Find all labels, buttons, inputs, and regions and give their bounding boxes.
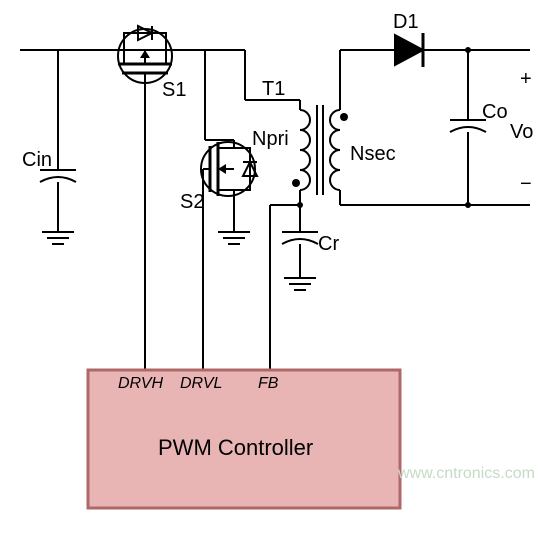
vo-minus: − [520, 173, 532, 195]
pin-fb: FB [258, 375, 279, 392]
s2 [201, 140, 257, 370]
pin-drvh: DRVH [118, 375, 163, 392]
pin-drvl: DRVL [180, 375, 222, 392]
flyback-schematic: Cin S1 [0, 0, 550, 534]
nsec-label: Nsec [350, 143, 396, 165]
co [450, 120, 486, 132]
cin-label: Cin [22, 149, 52, 171]
watermark: www.cntronics.com [397, 465, 535, 482]
pwm-controller-label: PWM Controller [158, 435, 313, 460]
co-label: Co [482, 101, 508, 123]
vo-plus: + [520, 68, 532, 90]
npri-label: Npri [252, 128, 289, 150]
cin [40, 170, 76, 232]
s2-gnd [218, 232, 250, 244]
s1-label: S1 [162, 79, 186, 101]
s1 [118, 26, 172, 370]
d1 [395, 33, 423, 67]
transformer [292, 105, 348, 195]
cr [282, 232, 318, 278]
vo-label: Vo [510, 121, 533, 143]
cr-label: Cr [318, 233, 339, 255]
cr-gnd [284, 278, 316, 290]
s2-label: S2 [180, 191, 204, 213]
d1-label: D1 [393, 11, 419, 33]
cin-gnd [42, 232, 74, 244]
t1-label: T1 [262, 78, 285, 100]
